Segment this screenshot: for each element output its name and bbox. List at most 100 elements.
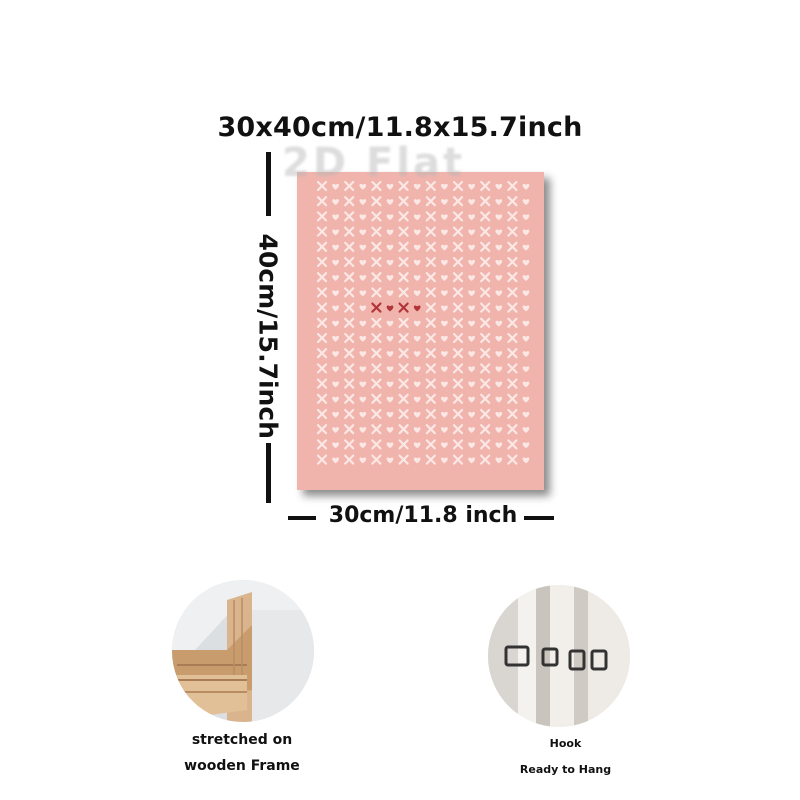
x-mark [371,196,382,207]
heart-mark [495,351,503,357]
x-mark [398,196,409,207]
heart-mark [468,396,475,403]
heart-mark [522,320,530,327]
heart-mark [495,442,503,449]
heart-mark [413,259,421,266]
x-mark [425,226,436,237]
heart-mark [468,442,475,449]
x-mark [452,211,464,222]
width-height-dimension-label: 30x40cm/11.8x15.7inch [217,112,583,143]
heart-mark [332,457,339,464]
heart-mark [359,229,367,236]
heart-mark [359,320,367,327]
width-dimension-label: 30cm/11.8 inch [328,503,518,528]
heart-mark [359,290,367,297]
x-mark [507,439,518,450]
x-mark [398,302,409,313]
wooden-frame-photo [172,580,314,722]
x-mark [507,272,518,283]
hanging-hook-icon [488,585,630,727]
heart-mark [441,259,448,266]
heart-mark [359,366,367,373]
x-mark [316,454,328,465]
x-mark [507,287,518,298]
x-mark [452,287,464,298]
x-mark [425,196,436,207]
x-mark [344,424,355,435]
x-mark [480,302,491,313]
heart-mark [522,396,530,403]
heart-mark [495,259,503,266]
x-mark [398,378,409,389]
x-mark [371,378,382,389]
heart-mark [386,396,394,403]
heart-mark [332,244,339,251]
x-mark [507,180,518,192]
x-mark [316,439,328,450]
heart-mark [495,275,503,281]
width-dimension-line-right [524,516,554,520]
x-mark [398,272,409,283]
height-dimension-label: 40cm/15.7inch [253,233,283,439]
x-mark [425,302,436,313]
heart-mark [359,244,367,251]
x-mark [344,180,355,192]
height-dimension-line-top [266,152,271,216]
heart-mark [522,244,530,251]
heart-mark [441,305,448,312]
x-mark [344,393,355,404]
heart-mark [332,199,339,205]
x-mark [316,241,328,252]
x-mark [344,378,355,389]
heart-mark [441,214,448,221]
x-mark [316,256,328,268]
x-mark [425,378,436,389]
heart-mark [386,366,394,373]
x-mark [316,211,328,222]
heart-mark [468,305,475,312]
feature-frame-line2: wooden Frame [184,758,300,774]
x-mark [425,211,436,222]
heart-mark [468,320,475,327]
x-mark [425,439,436,450]
x-mark [425,454,436,465]
x-mark [480,256,491,268]
feature-hook-line2: Ready to Hang [519,763,612,776]
x-mark [507,226,518,237]
x-mark [316,226,328,237]
heart-mark [441,290,448,297]
heart-mark [386,259,394,266]
x-mark [480,196,491,207]
heart-mark [522,275,530,281]
x-mark [425,272,436,283]
x-mark [398,180,409,192]
heart-mark [413,442,421,449]
x-mark [452,196,464,207]
heart-mark [468,335,475,342]
heart-mark [441,427,448,433]
x-mark [316,393,328,404]
x-mark [425,317,436,328]
heart-mark [522,259,530,266]
x-mark [398,393,409,404]
feature-hook-caption: Hook Ready to Hang [488,731,643,783]
x-mark [425,424,436,435]
x-mark [425,408,436,420]
heart-mark [495,335,503,342]
x-mark [507,302,518,313]
height-dimension-line-bottom [266,443,271,503]
heart-mark [522,229,530,236]
x-mark [480,363,491,374]
heart-mark [413,335,421,342]
heart-mark [332,335,339,342]
x-mark [480,317,491,328]
heart-mark [413,275,421,281]
x-mark [480,211,491,222]
x-mark [452,302,464,313]
x-mark [398,287,409,298]
heart-mark [359,183,367,190]
heart-mark [386,275,394,281]
heart-mark [413,411,421,418]
heart-mark [332,351,339,357]
x-mark [371,256,382,268]
